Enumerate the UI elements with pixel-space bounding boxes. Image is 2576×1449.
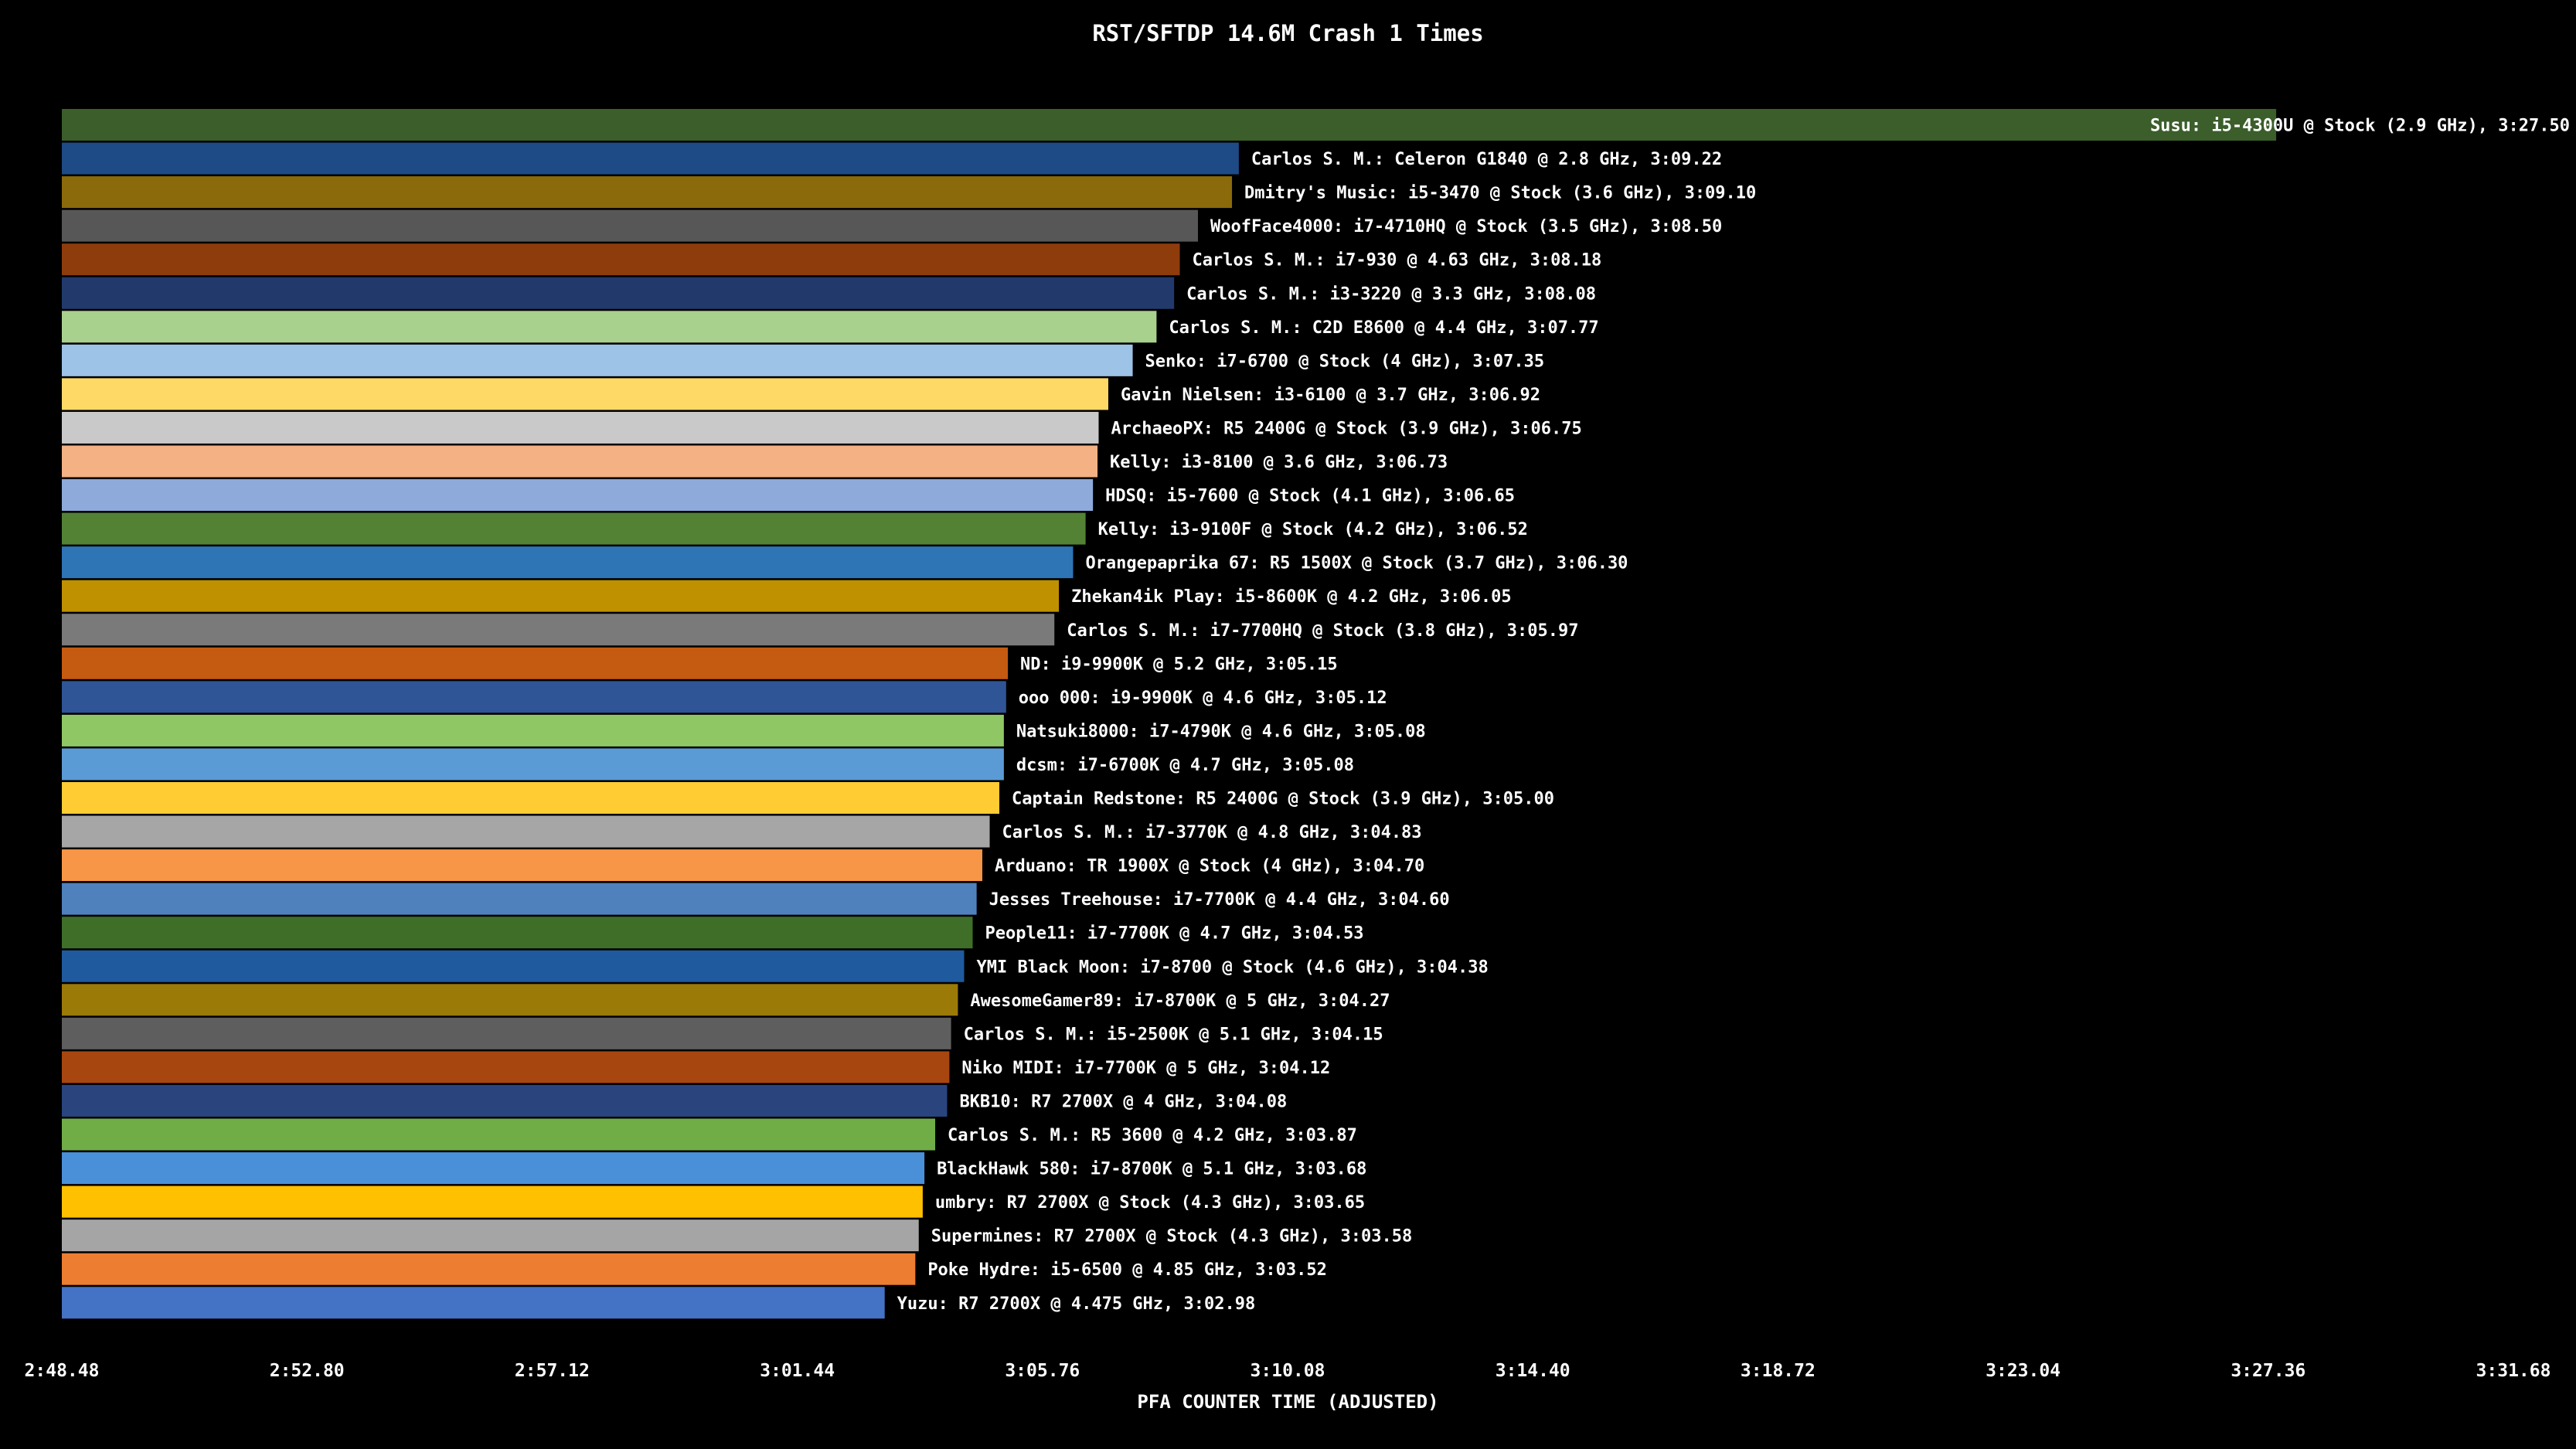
x-tick-label-9: 3:23.04 — [1986, 1361, 2060, 1381]
bar-25 — [62, 917, 973, 949]
bar-label-36: Yuzu: R7 2700X @ 4.475 GHz, 3:02.98 — [897, 1294, 1256, 1314]
bar-3 — [62, 176, 1233, 209]
x-axis-label: PFA COUNTER TIME (ADJUSTED) — [1137, 1391, 1439, 1413]
bar-6 — [62, 277, 1175, 309]
x-tick-label-2: 2:52.80 — [270, 1361, 345, 1381]
bar-label-30: BKB10: R7 2700X @ 4 GHz, 3:04.08 — [959, 1092, 1287, 1111]
bar-label-23: Arduano: TR 1900X @ Stock (4 GHz), 3:04.… — [995, 857, 1424, 876]
x-tick-label-3: 2:57.12 — [515, 1361, 590, 1381]
bar-8 — [62, 344, 1133, 376]
x-tick-label-5: 3:05.76 — [1005, 1361, 1080, 1381]
bar-label-2: Carlos S. M.: Celeron G1840 @ 2.8 GHz, 3… — [1251, 150, 1722, 169]
bar-28 — [62, 1017, 951, 1049]
x-tick-label-7: 3:14.40 — [1496, 1361, 1570, 1381]
x-tick-label-6: 3:10.08 — [1251, 1361, 1325, 1381]
bar-label-5: Carlos S. M.: i7-930 @ 4.63 GHz, 3:08.18 — [1192, 251, 1601, 270]
bar-label-7: Carlos S. M.: C2D E8600 @ 4.4 GHz, 3:07.… — [1169, 318, 1598, 338]
bar-label-35: Poke Hydre: i5-6500 @ 4.85 GHz, 3:03.52 — [927, 1260, 1327, 1280]
bar-4 — [62, 209, 1198, 242]
bar-14 — [62, 546, 1074, 579]
bar-18 — [62, 681, 1006, 713]
bar-label-29: Niko MIDI: i7-7700K @ 5 GHz, 3:04.12 — [961, 1059, 1330, 1078]
bar-label-31: Carlos S. M.: R5 3600 @ 4.2 GHz, 3:03.87 — [948, 1126, 1357, 1145]
x-tick-label-8: 3:18.72 — [1741, 1361, 1815, 1381]
bar-label-12: HDSQ: i5-7600 @ Stock (4.1 GHz), 3:06.65 — [1105, 487, 1515, 506]
bar-13 — [62, 512, 1086, 545]
bar-11 — [62, 445, 1098, 478]
bar-23 — [62, 849, 982, 882]
bar-label-10: ArchaeoPX: R5 2400G @ Stock (3.9 GHz), 3… — [1111, 419, 1581, 438]
bar-label-17: ND: i9-9900K @ 5.2 GHz, 3:05.15 — [1020, 655, 1338, 674]
bar-27 — [62, 984, 958, 1016]
bar-label-27: AwesomeGamer89: i7-8700K @ 5 GHz, 3:04.2… — [970, 992, 1390, 1011]
bar-15 — [62, 580, 1060, 612]
bar-label-1: Susu: i5-4300U @ Stock (2.9 GHz), 3:27.5… — [2150, 117, 2570, 136]
x-tick-label-1: 2:48.48 — [25, 1361, 100, 1381]
bars-group — [62, 109, 2277, 1319]
bar-label-20: dcsm: i7-6700K @ 4.7 GHz, 3:05.08 — [1016, 756, 1354, 775]
bar-17 — [62, 647, 1009, 679]
bar-31 — [62, 1118, 936, 1151]
bar-1 — [62, 109, 2277, 141]
bar-36 — [62, 1287, 885, 1319]
bar-34 — [62, 1219, 919, 1252]
x-tick-labels-group: 2:48.48 2:52.80 2:57.12 3:01.44 3:05.76 3:10.… — [25, 1361, 2551, 1381]
bar-label-25: People11: i7-7700K @ 4.7 GHz, 3:04.53 — [985, 924, 1363, 944]
bar-24 — [62, 883, 977, 915]
x-tick-label-11: 3:31.68 — [2476, 1361, 2551, 1381]
bar-16 — [62, 614, 1055, 646]
bar-35 — [62, 1253, 916, 1285]
bar-label-21: Captain Redstone: R5 2400G @ Stock (3.9 … — [1012, 790, 1554, 809]
bar-29 — [62, 1051, 950, 1083]
bar-label-3: Dmitry's Music: i5-3470 @ Stock (3.6 GHz… — [1244, 184, 1756, 203]
bar-20 — [62, 748, 1004, 781]
bar-label-11: Kelly: i3-8100 @ 3.6 GHz, 3:06.73 — [1110, 453, 1448, 472]
bar-label-8: Senko: i7-6700 @ Stock (4 GHz), 3:07.35 — [1145, 352, 1545, 371]
bar-label-15: Zhekan4ik Play: i5-8600K @ 4.2 GHz, 3:06… — [1071, 587, 1512, 607]
bar-32 — [62, 1152, 925, 1185]
bar-label-32: BlackHawk 580: i7-8700K @ 5.1 GHz, 3:03.… — [937, 1160, 1366, 1179]
bar-label-24: Jesses Treehouse: i7-7700K @ 4.4 GHz, 3:… — [989, 890, 1450, 910]
bar-label-26: YMI Black Moon: i7-8700 @ Stock (4.6 GHz… — [976, 957, 1488, 977]
x-tick-label-4: 3:01.44 — [760, 1361, 835, 1381]
bar-labels-group: Susu: i5-4300U @ Stock (2.9 GHz), 3:27.5… — [897, 117, 2570, 1314]
bar-30 — [62, 1084, 948, 1117]
bar-9 — [62, 378, 1108, 410]
bar-label-34: Supermines: R7 2700X @ Stock (4.3 GHz), … — [931, 1227, 1413, 1247]
bar-label-16: Carlos S. M.: i7-7700HQ @ Stock (3.8 GHz… — [1067, 621, 1578, 641]
bar-26 — [62, 950, 965, 982]
bar-label-4: WoofFace4000: i7-4710HQ @ Stock (3.5 GHz… — [1210, 217, 1722, 236]
bar-label-6: Carlos S. M.: i3-3220 @ 3.3 GHz, 3:08.08 — [1186, 284, 1596, 304]
bar-21 — [62, 782, 999, 814]
bar-19 — [62, 714, 1004, 747]
bar-label-18: ooo 000: i9-9900K @ 4.6 GHz, 3:05.12 — [1019, 689, 1387, 708]
bar-7 — [62, 311, 1157, 343]
bar-22 — [62, 815, 990, 848]
bar-label-19: Natsuki8000: i7-4790K @ 4.6 GHz, 3:05.08 — [1016, 722, 1426, 741]
bar-5 — [62, 243, 1180, 276]
bar-12 — [62, 479, 1094, 512]
bar-10 — [62, 411, 1099, 444]
x-tick-label-10: 3:27.36 — [2231, 1361, 2305, 1381]
bar-label-14: Orangepaprika 67: R5 1500X @ Stock (3.7 … — [1085, 554, 1628, 573]
bar-label-13: Kelly: i3-9100F @ Stock (4.2 GHz), 3:06.… — [1098, 520, 1528, 539]
bar-label-28: Carlos S. M.: i5-2500K @ 5.1 GHz, 3:04.1… — [964, 1025, 1383, 1044]
bar-label-22: Carlos S. M.: i7-3770K @ 4.8 GHz, 3:04.8… — [1002, 823, 1422, 842]
bar-label-33: umbry: R7 2700X @ Stock (4.3 GHz), 3:03.… — [935, 1193, 1365, 1213]
bar-33 — [62, 1185, 923, 1218]
chart-title: RST/SFTDP 14.6M Crash 1 Times — [1092, 20, 1484, 46]
bar-2 — [62, 142, 1239, 175]
bar-label-9: Gavin Nielsen: i3-6100 @ 3.7 GHz, 3:06.9… — [1121, 386, 1540, 405]
